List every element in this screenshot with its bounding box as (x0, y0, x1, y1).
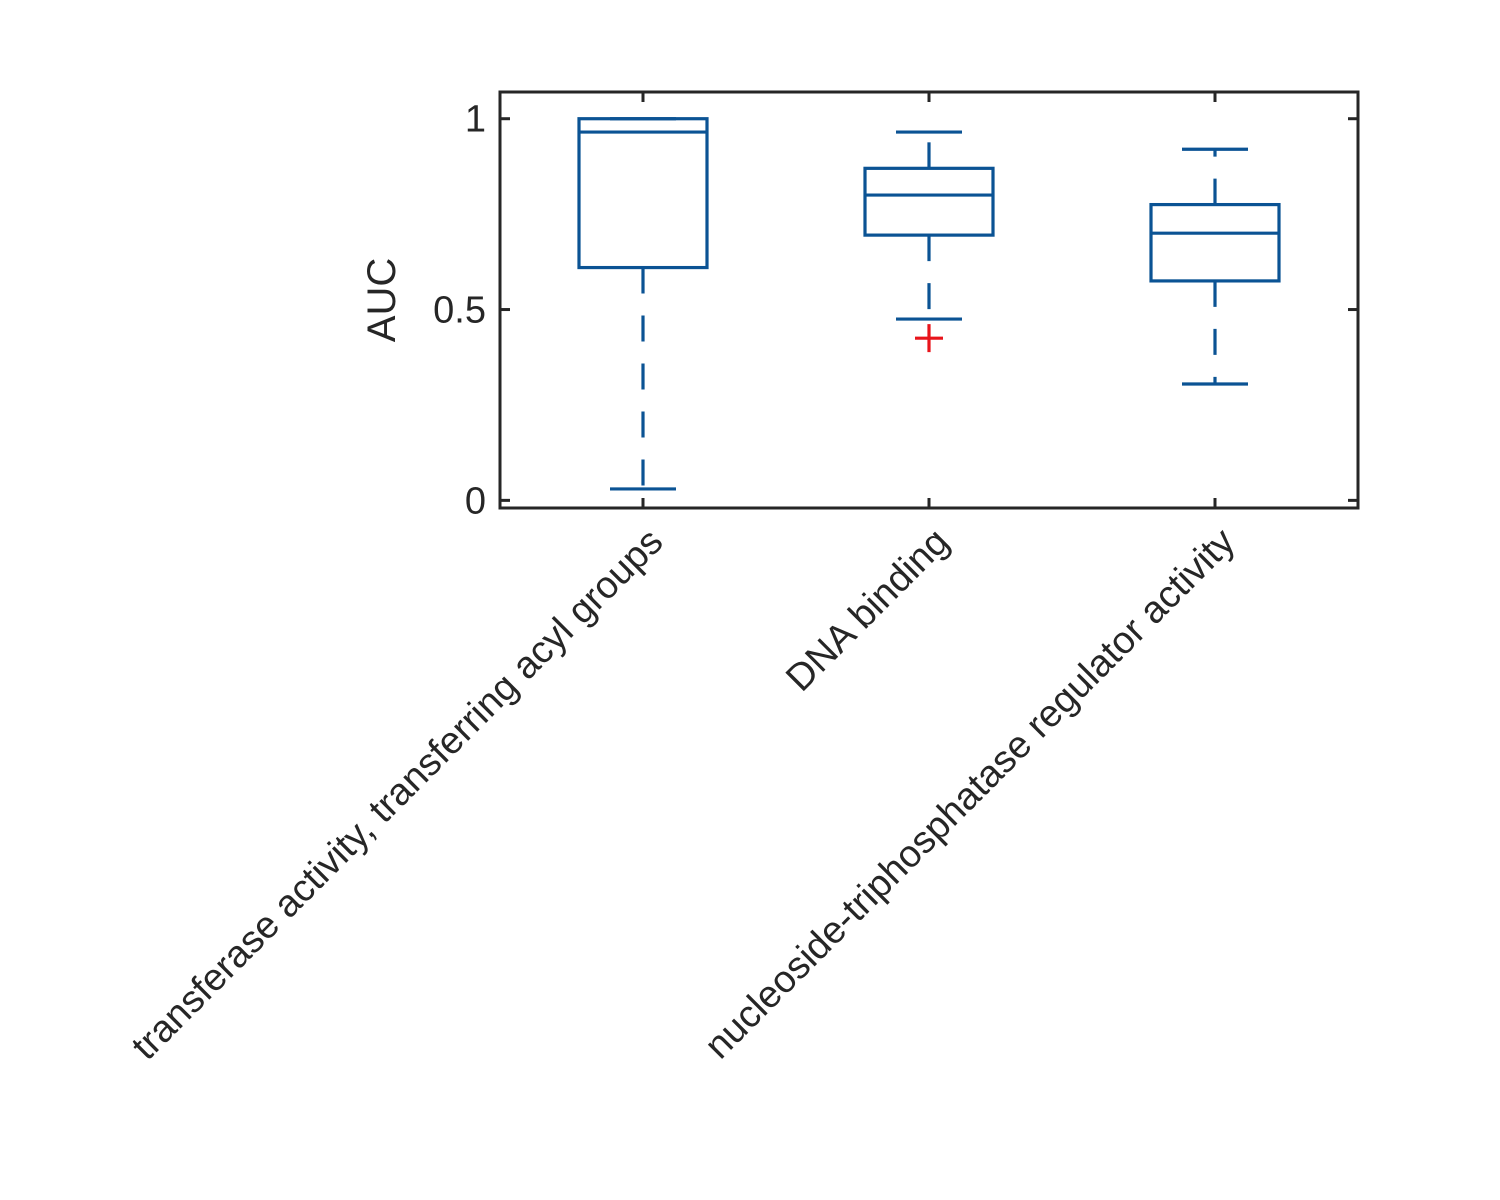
x-category-label: transferase activity, transferring acyl … (124, 521, 671, 1068)
y-tick-label: 0 (465, 480, 486, 522)
x-category-label: nucleoside-triphosphatase regulator acti… (697, 521, 1243, 1067)
iqr-box (863, 166, 995, 237)
y-tick-label: 0.5 (433, 290, 486, 332)
plot-area: 0 0.5 1 transferase activity, transferring … (124, 90, 1360, 1068)
y-axis-label: AUC (360, 258, 404, 342)
x-category-label: DNA binding (778, 521, 957, 700)
iqr-box (577, 117, 709, 270)
outlier-marker (915, 324, 943, 353)
iqr-box (1149, 202, 1281, 283)
y-tick-label: 1 (465, 99, 486, 141)
